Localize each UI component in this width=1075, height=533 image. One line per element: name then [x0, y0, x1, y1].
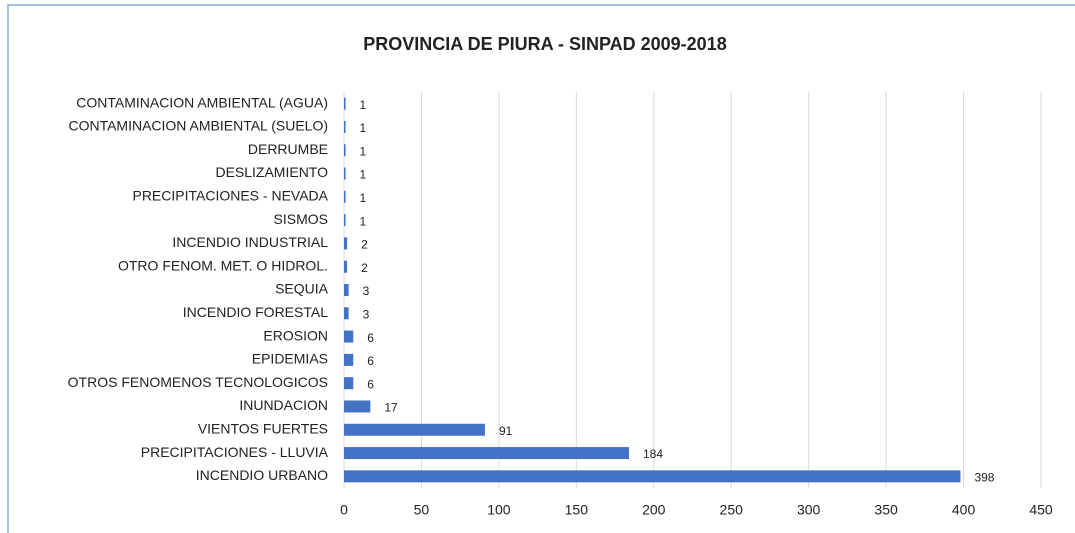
y-tick-label: DESLIZAMIENTO: [215, 164, 328, 180]
data-label: 1: [360, 121, 367, 135]
x-tick-label: 400: [952, 502, 976, 518]
data-label: 6: [367, 377, 374, 391]
bar: [344, 307, 349, 320]
x-tick-label: 100: [487, 502, 511, 518]
bar: [344, 400, 371, 413]
y-tick-label: SISMOS: [274, 211, 328, 227]
data-label: 1: [360, 214, 367, 228]
y-tick-label: INCENDIO FORESTAL: [183, 304, 328, 320]
data-label: 1: [360, 144, 367, 158]
y-tick-label: PRECIPITACIONES - NEVADA: [132, 188, 328, 204]
bar: [344, 120, 346, 133]
y-tick-label: VIENTOS FUERTES: [198, 420, 328, 436]
bar: [344, 447, 629, 460]
data-label: 6: [367, 331, 374, 345]
y-tick-label: INCENDIO INDUSTRIAL: [172, 234, 328, 250]
y-tick-label: CONTAMINACION AMBIENTAL (AGUA): [76, 94, 328, 110]
y-tick-label: SEQUIA: [275, 281, 329, 297]
bar: [344, 190, 346, 203]
x-tick-label: 300: [797, 502, 821, 518]
bar: [344, 284, 349, 296]
data-label: 1: [360, 98, 367, 112]
y-tick-label: PRECIPITACIONES - LLUVIA: [141, 444, 329, 460]
data-label: 2: [361, 261, 368, 275]
y-tick-label: INCENDIO URBANO: [196, 467, 328, 483]
x-tick-label: 450: [1029, 502, 1053, 518]
y-tick-label: INUNDACION: [239, 397, 328, 413]
bar: [344, 330, 354, 343]
data-label: 3: [363, 307, 370, 321]
y-tick-label: OTROS FENOMENOS TECNOLOGICOS: [68, 374, 328, 390]
bar: [344, 167, 346, 180]
y-tick-label: OTRO FENOM. MET. O HIDROL.: [118, 257, 328, 273]
chart-title: PROVINCIA DE PIURA - SINPAD 2009-2018: [363, 34, 726, 54]
data-label: 3: [363, 284, 370, 298]
bar: [344, 353, 354, 366]
data-label: 2: [361, 238, 368, 252]
bar: [344, 377, 354, 390]
x-tick-label: 150: [565, 502, 589, 518]
data-label: 17: [384, 401, 398, 415]
chart-border: [7, 4, 1075, 533]
x-tick-label: 0: [340, 502, 348, 518]
y-tick-label: DERRUMBE: [248, 141, 328, 157]
data-label: 1: [360, 191, 367, 205]
bar: [344, 423, 485, 436]
data-label: 91: [499, 424, 513, 438]
y-tick-label: EROSION: [263, 327, 328, 343]
x-tick-label: 50: [414, 502, 430, 518]
x-tick-label: 200: [642, 502, 666, 518]
bar: [344, 144, 346, 157]
y-tick-label: EPIDEMIAS: [252, 351, 328, 367]
data-label: 1: [360, 168, 367, 182]
bar: [344, 470, 961, 483]
x-tick-label: 350: [874, 502, 898, 518]
x-tick-label: 250: [720, 502, 744, 518]
data-label: 6: [367, 354, 374, 368]
y-tick-label: CONTAMINACION AMBIENTAL (SUELO): [68, 118, 328, 134]
data-label: 184: [643, 447, 663, 461]
data-label: 398: [974, 471, 994, 485]
bar: [344, 237, 348, 250]
bar: [344, 97, 346, 110]
bar: [344, 214, 346, 227]
bar: [344, 260, 348, 273]
